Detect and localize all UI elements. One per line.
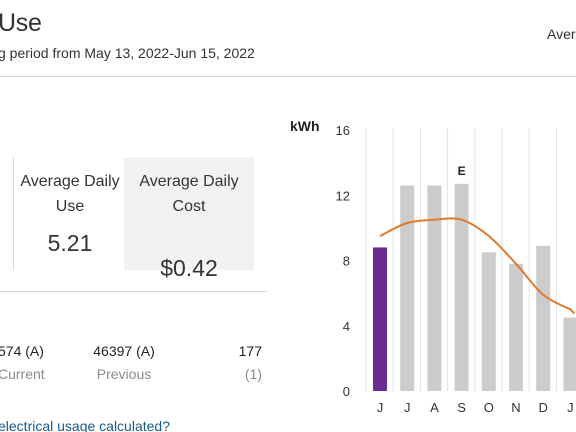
billing-period-text: g period from May 13, 2022-Jun 15, 2022 xyxy=(0,45,255,61)
average-label: Avera xyxy=(547,26,576,42)
page-title: Use xyxy=(0,9,42,37)
usage-calculation-help-link[interactable]: electrical usage calculated? xyxy=(0,418,170,432)
x-tick-label: N xyxy=(511,400,520,415)
previous-reading: 46397 (A) Previous xyxy=(84,343,164,382)
y-tick-label: 0 xyxy=(343,384,350,399)
avg-daily-use-value: 5.21 xyxy=(47,230,93,256)
x-tick-label: J xyxy=(377,400,384,415)
usage-bar xyxy=(509,263,523,391)
days-reading-value: 177 xyxy=(238,343,262,359)
y-tick-label: 16 xyxy=(336,123,350,138)
x-tick-label: J xyxy=(404,400,411,415)
trend-line xyxy=(379,217,576,315)
current-reading-label: Current xyxy=(0,366,45,382)
x-tick-label: O xyxy=(484,400,494,415)
y-tick-label: 8 xyxy=(343,254,350,269)
bar-annotation: E xyxy=(458,164,466,178)
usage-bar xyxy=(454,183,469,391)
y-axis-label: kWh xyxy=(290,118,320,134)
usage-bar-chart: kWh 0 4 8 12 16 J J A S O N D J E xyxy=(290,118,576,415)
previous-reading-label: Previous xyxy=(96,366,152,382)
avg-daily-use-card: Average Daily Use 5.21 xyxy=(20,157,120,270)
x-tick-label: A xyxy=(430,400,439,415)
days-reading-label: (1) xyxy=(244,366,262,382)
readings-divider xyxy=(0,291,267,292)
current-reading: 574 (A) Current xyxy=(0,343,45,382)
usage-bar xyxy=(373,247,387,391)
avg-daily-cost-label: Average Daily Cost xyxy=(139,173,239,215)
x-tick-label: D xyxy=(539,400,548,415)
y-tick-label: 4 xyxy=(343,319,350,334)
header-divider xyxy=(0,76,576,77)
avg-daily-cost-card: Average Daily Cost $0.42 xyxy=(124,157,254,281)
current-reading-value: 574 (A) xyxy=(0,343,44,359)
y-tick-label: 12 xyxy=(336,188,350,203)
usage-bar xyxy=(400,185,415,391)
previous-reading-value: 46397 (A) xyxy=(93,343,155,359)
usage-bar xyxy=(427,185,442,391)
avg-daily-use-label: Average Daily Use xyxy=(20,173,120,215)
days-reading: 177 (1) xyxy=(222,343,262,382)
x-tick-label: S xyxy=(457,400,466,415)
usage-bar xyxy=(536,245,551,391)
avg-daily-cost-value: $0.42 xyxy=(160,255,218,281)
usage-bar xyxy=(563,317,576,391)
usage-bar xyxy=(481,252,496,391)
stat-divider xyxy=(13,157,14,270)
x-tick-label: J xyxy=(567,400,574,415)
